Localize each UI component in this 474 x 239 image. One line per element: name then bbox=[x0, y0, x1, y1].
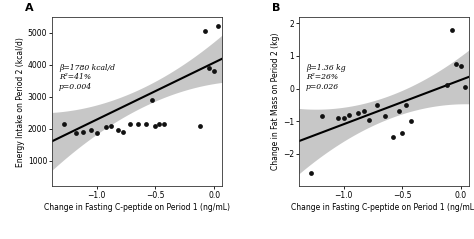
Point bbox=[399, 131, 406, 135]
Text: A: A bbox=[25, 3, 34, 13]
Point bbox=[87, 129, 95, 132]
X-axis label: Change in Fasting C-peptide on Period 1 (ng/mL): Change in Fasting C-peptide on Period 1 … bbox=[44, 203, 230, 212]
Point bbox=[453, 62, 460, 66]
Point bbox=[402, 103, 410, 107]
Point bbox=[72, 131, 80, 135]
Point bbox=[155, 122, 163, 126]
Point bbox=[457, 64, 465, 68]
Point bbox=[443, 83, 451, 87]
Point bbox=[373, 103, 380, 107]
X-axis label: Change in Fasting C-peptide on Period 1 (ng/mL): Change in Fasting C-peptide on Period 1 … bbox=[291, 203, 474, 212]
Point bbox=[461, 85, 468, 89]
Point bbox=[160, 122, 167, 126]
Point bbox=[448, 28, 456, 32]
Point bbox=[114, 129, 122, 132]
Point bbox=[107, 124, 115, 127]
Point bbox=[389, 136, 397, 139]
Text: β=1780 kcal/d
R²=41%
p=0.004: β=1780 kcal/d R²=41% p=0.004 bbox=[59, 64, 115, 91]
Point bbox=[126, 122, 133, 126]
Point bbox=[102, 125, 110, 129]
Point bbox=[365, 118, 373, 121]
Point bbox=[319, 114, 326, 118]
Point bbox=[148, 98, 156, 102]
Point bbox=[354, 111, 362, 115]
Point bbox=[196, 124, 204, 127]
Point bbox=[210, 69, 218, 73]
Y-axis label: Change in Fat Mass on Period 2 (kg): Change in Fat Mass on Period 2 (kg) bbox=[271, 33, 280, 170]
Point bbox=[346, 113, 353, 117]
Y-axis label: Energy Intake on Period 2 (kcal/d): Energy Intake on Period 2 (kcal/d) bbox=[16, 37, 25, 167]
Point bbox=[152, 124, 159, 127]
Point bbox=[214, 24, 221, 28]
Text: β=1.36 kg
R²=26%
p=0.026: β=1.36 kg R²=26% p=0.026 bbox=[306, 64, 346, 91]
Point bbox=[407, 119, 414, 123]
Point bbox=[79, 130, 86, 134]
Point bbox=[395, 109, 402, 113]
Point bbox=[201, 29, 209, 33]
Point bbox=[60, 122, 68, 126]
Point bbox=[334, 116, 342, 120]
Point bbox=[340, 116, 347, 120]
Point bbox=[93, 131, 100, 135]
Point bbox=[307, 171, 315, 175]
Text: B: B bbox=[272, 3, 280, 13]
Point bbox=[206, 66, 213, 70]
Point bbox=[142, 122, 150, 126]
Point bbox=[134, 122, 142, 126]
Point bbox=[119, 130, 127, 134]
Point bbox=[360, 109, 367, 113]
Point bbox=[381, 114, 389, 118]
